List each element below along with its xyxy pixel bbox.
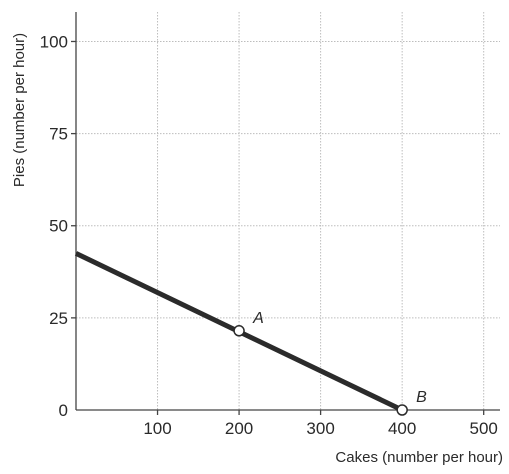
x-tick-label: 200 [225,419,253,438]
y-ticks: 0 25 50 75 100 [40,32,76,420]
x-tick-label: 100 [143,419,171,438]
x-axis-label: Cakes (number per hour) [335,449,503,466]
x-tick-label: 500 [470,419,498,438]
y-tick-label: 50 [49,217,68,236]
points: AB [233,310,427,416]
y-tick-label: 25 [49,309,68,328]
x-ticks: 100 200 300 400 500 [143,410,498,438]
point-marker-a [233,325,245,337]
y-tick-label: 75 [49,125,68,144]
axes [75,12,500,411]
y-tick-label: 0 [59,401,68,420]
y-tick-label: 100 [40,32,68,51]
x-tick-label: 400 [388,419,416,438]
y-axis-label: Pies (number per hour) [11,33,28,187]
point-marker-b [396,404,408,416]
point-label-a: A [252,310,264,327]
grid [76,12,500,410]
point-label-b: B [416,389,427,406]
x-tick-label: 300 [306,419,334,438]
